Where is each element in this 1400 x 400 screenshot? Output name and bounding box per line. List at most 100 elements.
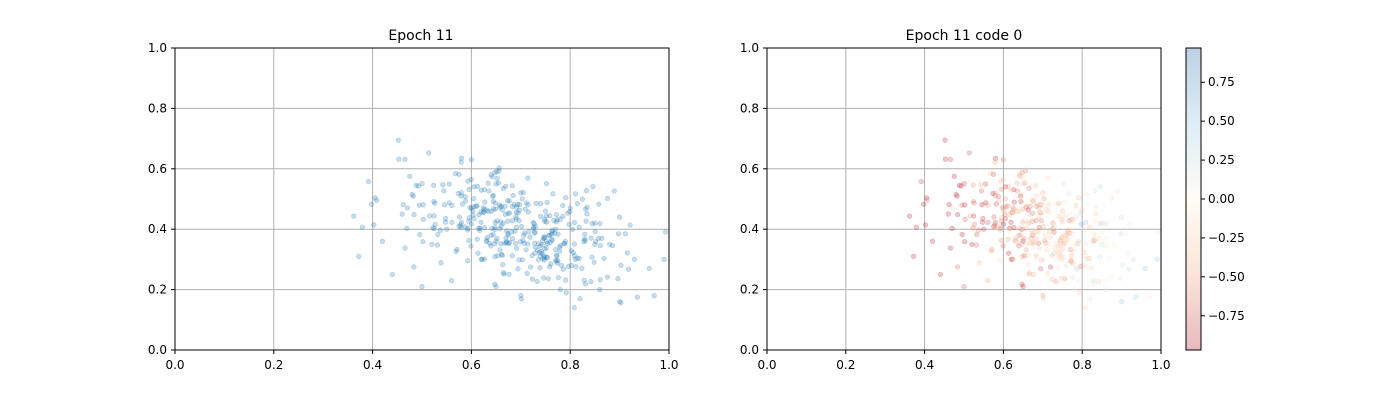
scatter-point	[1011, 224, 1017, 231]
scatter-point	[985, 202, 991, 208]
y-tick-label: 0.4	[148, 222, 167, 236]
scatter-point	[993, 201, 999, 207]
scatter-point	[1062, 276, 1068, 282]
scatter-point	[961, 180, 967, 187]
scatter-point	[518, 296, 524, 302]
scatter-point	[534, 278, 540, 285]
scatter-point	[547, 213, 553, 219]
scatter-point	[1005, 183, 1011, 189]
scatter-point	[544, 254, 550, 260]
scatter-point	[967, 213, 973, 219]
scatter-point	[1061, 199, 1067, 206]
scatter-point	[1025, 261, 1031, 268]
scatter-point	[541, 257, 547, 263]
scatter-point	[1063, 264, 1069, 270]
scatter-point	[1080, 247, 1086, 254]
scatter-point	[498, 219, 504, 225]
scatter-point	[426, 150, 432, 156]
scatter-point	[356, 253, 362, 259]
scatter-point	[498, 241, 504, 247]
scatter-point	[466, 237, 472, 244]
scatter-point	[537, 243, 543, 249]
scatter-point	[1062, 232, 1068, 238]
scatter-point	[1125, 250, 1131, 256]
scatter-point	[1073, 202, 1079, 209]
scatter-point	[618, 300, 624, 306]
scatter-point	[465, 258, 471, 264]
scatter-point	[942, 156, 949, 162]
scatter-point	[1109, 274, 1115, 280]
scatter-point	[1069, 231, 1076, 237]
scatter-point	[523, 247, 529, 253]
scatter-point	[497, 204, 503, 210]
scatter-point	[404, 205, 411, 211]
scatter-point	[537, 249, 543, 255]
y-tick-label: 0.0	[740, 343, 759, 357]
scatter-point	[618, 262, 624, 268]
scatter-point	[1030, 198, 1037, 204]
scatter-point	[532, 229, 538, 235]
scatter-point	[1045, 241, 1051, 247]
scatter-point	[510, 203, 516, 210]
scatter-point	[497, 247, 503, 253]
scatter-point	[458, 159, 464, 165]
scatter-point	[997, 225, 1004, 231]
scatter-point	[597, 277, 603, 283]
scatter-point	[1071, 216, 1077, 222]
scatter-point	[1146, 293, 1152, 299]
scatter-point	[1021, 218, 1027, 224]
scatter-point	[999, 215, 1005, 221]
colorbar: 0.75 0.50 0.25 0.00 −0.25 −0.50 −0.75	[1185, 47, 1245, 351]
scatter-point	[1029, 218, 1036, 224]
scatter-point	[1028, 240, 1035, 246]
scatter-point	[1028, 235, 1034, 241]
scatter-point	[506, 240, 512, 247]
scatter-point	[1045, 175, 1052, 181]
scatter-point	[997, 258, 1004, 264]
scatter-point	[991, 214, 997, 220]
scatter-point	[992, 219, 998, 226]
scatter-point	[1080, 262, 1086, 268]
scatter-point	[537, 265, 543, 271]
scatter-point	[552, 226, 558, 232]
scatter-point	[1042, 232, 1048, 238]
scatter-point	[591, 259, 597, 265]
scatter-point	[407, 173, 413, 179]
scatter-point	[1085, 200, 1091, 207]
scatter-point	[1081, 249, 1088, 256]
scatter-point	[476, 212, 482, 218]
scatter-point	[981, 226, 987, 232]
scatter-point	[359, 224, 365, 230]
scatter-point	[583, 218, 589, 224]
scatter-point	[1063, 240, 1069, 246]
y-tick-label: 0.2	[148, 283, 167, 297]
scatter-point	[465, 178, 471, 184]
scatter-point	[615, 231, 622, 237]
scatter-point	[1044, 247, 1050, 253]
scatter-point	[1133, 294, 1139, 300]
x-tick-label: 0.8	[1073, 358, 1092, 372]
x-tick-label: 0.8	[561, 358, 580, 372]
scatter-point	[1021, 175, 1027, 182]
scatter-point	[501, 240, 508, 246]
scatter-point	[1016, 232, 1022, 238]
scatter-point	[1025, 252, 1031, 258]
scatter-point	[462, 224, 468, 230]
scatter-point	[1014, 180, 1020, 186]
scatter-point	[1103, 277, 1109, 283]
scatter-point	[557, 287, 563, 293]
scatter-point	[446, 200, 452, 206]
scatter-point	[922, 222, 929, 228]
scatter-point	[506, 210, 513, 216]
scatter-point	[616, 214, 623, 220]
scatter-point	[1021, 253, 1028, 259]
scatter-point	[441, 202, 448, 208]
scatter-point	[971, 200, 977, 206]
scatter-point	[1096, 278, 1102, 285]
scatter-point	[411, 264, 417, 270]
scatter-point	[545, 276, 552, 282]
scatter-point	[1029, 198, 1036, 204]
scatter-point	[945, 211, 951, 217]
scatter-point	[1059, 246, 1065, 252]
scatter-point	[1066, 217, 1072, 224]
